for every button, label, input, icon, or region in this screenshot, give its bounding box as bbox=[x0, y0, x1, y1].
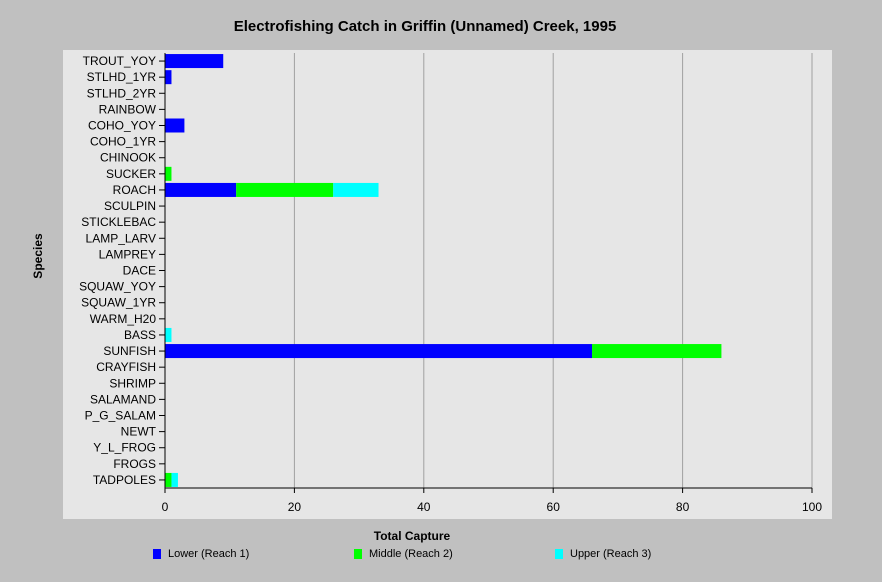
bar-tadpoles-series-2 bbox=[171, 472, 178, 487]
plot-panel bbox=[63, 50, 832, 519]
bar-sucker-series-1 bbox=[165, 166, 172, 181]
y-tick-label: TADPOLES bbox=[93, 473, 156, 487]
y-tick-label: SUCKER bbox=[106, 167, 156, 181]
bar-bass-series-2 bbox=[165, 327, 172, 342]
bar-coho_yoy-series-0 bbox=[165, 118, 185, 133]
x-tick-label: 60 bbox=[547, 500, 561, 514]
legend-swatch-middle bbox=[354, 549, 362, 559]
y-tick-label: TROUT_YOY bbox=[83, 54, 156, 68]
y-axis-label: Species bbox=[31, 233, 45, 279]
y-tick-label: STICKLEBAC bbox=[81, 215, 156, 229]
chart-title: Electrofishing Catch in Griffin (Unnamed… bbox=[233, 18, 617, 35]
legend-label-lower: Lower (Reach 1) bbox=[168, 548, 250, 560]
legend-swatch-lower bbox=[153, 549, 161, 559]
y-tick-label: LAMPREY bbox=[99, 247, 156, 261]
y-tick-label: RAINBOW bbox=[99, 102, 157, 116]
bar-roach-series-1 bbox=[236, 182, 334, 197]
y-tick-label: Y_L_FROG bbox=[93, 441, 156, 455]
y-tick-label: COHO_1YR bbox=[90, 135, 156, 149]
legend-item-middle: Middle (Reach 2) bbox=[354, 548, 453, 560]
y-tick-label: WARM_H20 bbox=[90, 312, 157, 326]
y-tick-label: BASS bbox=[124, 328, 156, 342]
x-tick-label: 100 bbox=[802, 500, 822, 514]
y-tick-label: SQUAW_YOY bbox=[79, 280, 156, 294]
bar-sunfish-series-1 bbox=[592, 344, 722, 359]
x-axis-label: Total Capture bbox=[373, 529, 451, 543]
y-tick-label: SHRIMP bbox=[109, 376, 156, 390]
y-tick-label: COHO_YOY bbox=[88, 119, 156, 133]
y-tick-label: NEWT bbox=[121, 425, 157, 439]
y-tick-label: P_G_SALAM bbox=[85, 409, 156, 423]
y-tick-label: SUNFISH bbox=[103, 344, 156, 358]
bar-trout_yoy-series-0 bbox=[165, 54, 224, 69]
y-tick-label: STLHD_1YR bbox=[87, 70, 157, 84]
y-tick-label: FROGS bbox=[113, 457, 156, 471]
y-tick-label: SQUAW_1YR bbox=[81, 296, 156, 310]
bar-sunfish-series-0 bbox=[165, 344, 593, 359]
x-tick-label: 40 bbox=[417, 500, 431, 514]
x-tick-label: 0 bbox=[162, 500, 169, 514]
y-tick-label: CHINOOK bbox=[100, 151, 156, 165]
legend-item-lower: Lower (Reach 1) bbox=[153, 548, 249, 560]
x-tick-label: 20 bbox=[288, 500, 302, 514]
bar-roach-series-2 bbox=[333, 182, 379, 197]
y-tick-label: STLHD_2YR bbox=[87, 86, 157, 100]
bar-stlhd_1yr-series-0 bbox=[165, 70, 172, 85]
legend-item-upper: Upper (Reach 3) bbox=[555, 548, 651, 560]
bar-tadpoles-series-1 bbox=[165, 472, 172, 487]
bar-roach-series-0 bbox=[165, 182, 237, 197]
y-tick-label: CRAYFISH bbox=[96, 360, 156, 374]
y-tick-label: DACE bbox=[123, 264, 156, 278]
legend-label-middle: Middle (Reach 2) bbox=[369, 548, 453, 560]
y-tick-label: SCULPIN bbox=[104, 199, 156, 213]
y-tick-label: SALAMAND bbox=[90, 392, 156, 406]
y-tick-label: LAMP_LARV bbox=[86, 231, 156, 245]
x-tick-label: 80 bbox=[676, 500, 690, 514]
legend-label-upper: Upper (Reach 3) bbox=[570, 548, 652, 560]
legend-swatch-upper bbox=[555, 549, 563, 559]
y-tick-label: ROACH bbox=[113, 183, 156, 197]
